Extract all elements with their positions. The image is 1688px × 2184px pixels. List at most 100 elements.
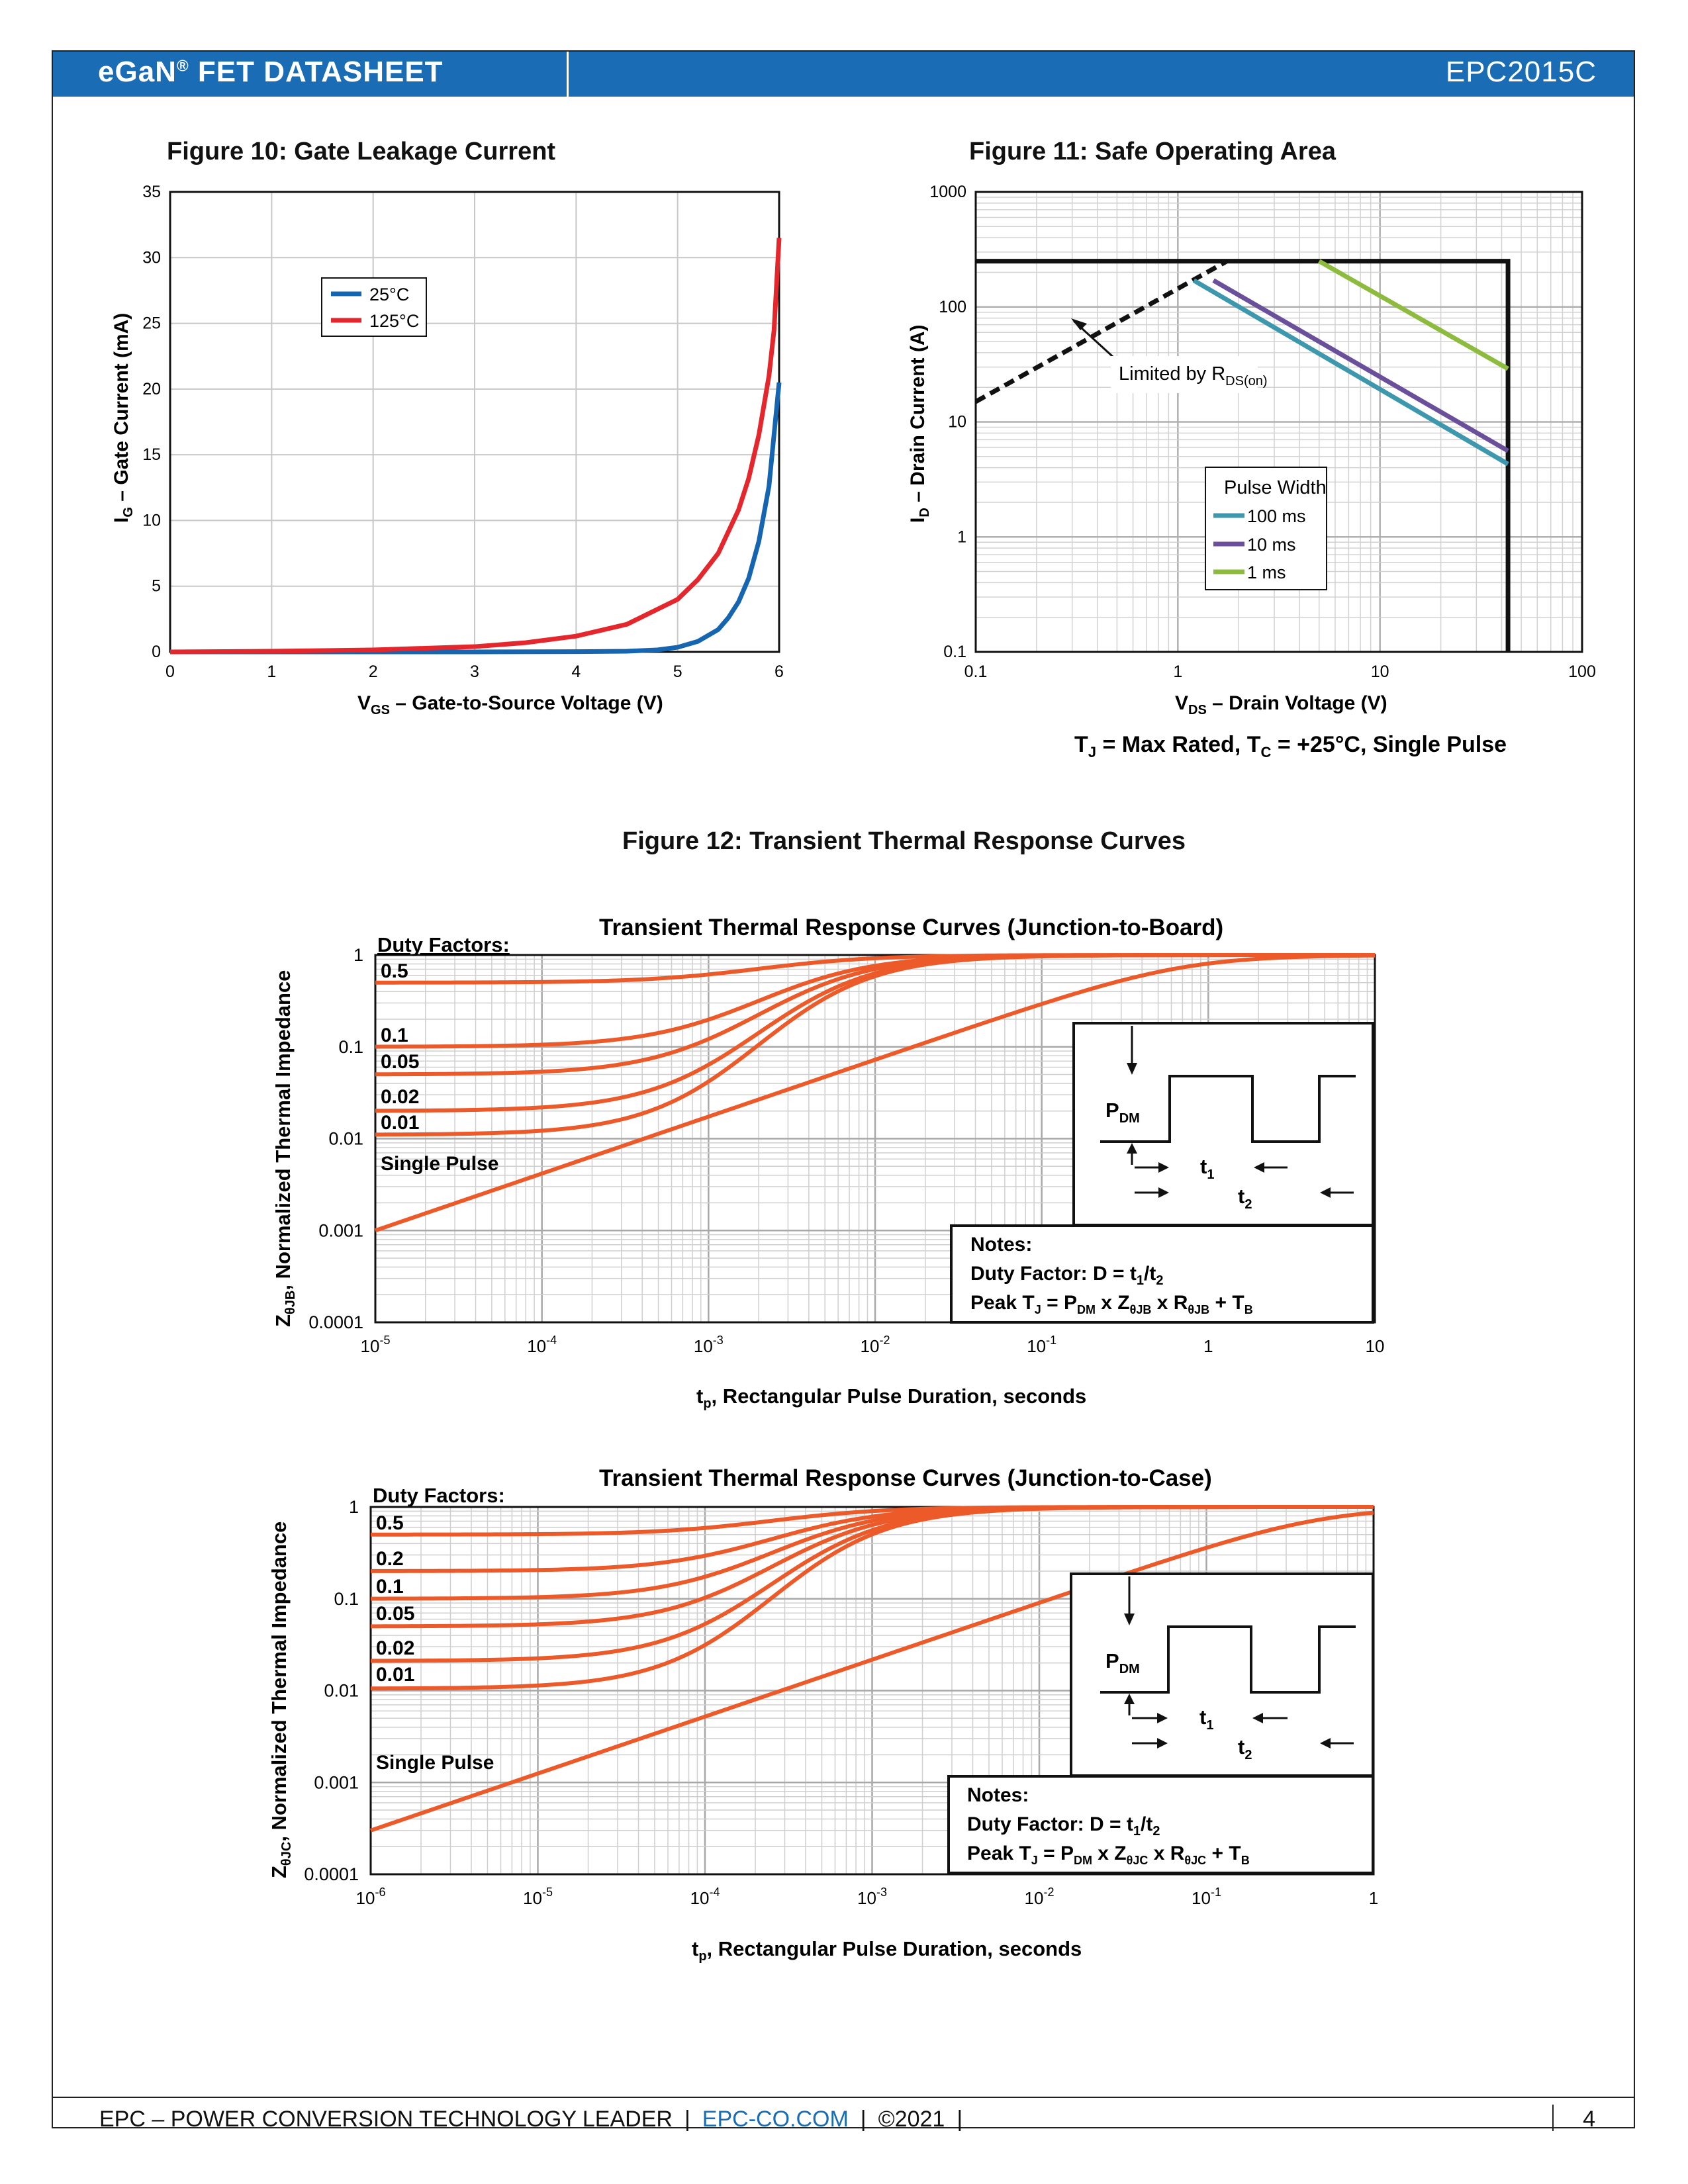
header-bar	[53, 52, 1634, 97]
x-tick-label: 10-5	[361, 1334, 391, 1356]
footer: EPC – POWER CONVERSION TECHNOLOGY LEADER…	[99, 2107, 974, 2132]
legend-label-25c: 25°C	[369, 285, 409, 304]
x-tick-label: 10-1	[1192, 1886, 1221, 1908]
thermal-curve-0-01	[370, 1505, 1374, 1691]
x-tick-label: 1	[1203, 1336, 1213, 1356]
y-tick-label: 10	[142, 511, 161, 529]
x-tick-label: 1	[267, 662, 276, 681]
y-tick-label: 0.1	[338, 1037, 363, 1057]
x-tick-label: 0	[165, 662, 175, 681]
curve-label: Single Pulse	[376, 1752, 494, 1774]
thermal-curve-single-pulse	[370, 1510, 1374, 1833]
legend-title: Pulse Width	[1224, 477, 1327, 498]
x-tick-label: 3	[470, 662, 479, 681]
rdson-annotation: Limited by RDS(on)	[1119, 363, 1268, 388]
x-tick-label: 10-4	[690, 1886, 720, 1908]
x-tick-label: 10	[1366, 1336, 1385, 1356]
curve-label: 0.1	[376, 1576, 404, 1598]
pdm-label: PDM	[1105, 1649, 1140, 1676]
chart-title: Transient Thermal Response Curves (Junct…	[599, 915, 1223, 940]
curve-label: 0.05	[376, 1603, 414, 1625]
footer-copyright: ©2021	[878, 2107, 945, 2132]
header-divider	[567, 52, 569, 97]
legend-label-100ms: 100 ms	[1247, 506, 1306, 526]
figure11-title: Figure 11: Safe Operating Area	[969, 138, 1336, 165]
notes-duty-factor: Duty Factor: D = t1/t2	[967, 1813, 1160, 1839]
legend-box	[1205, 467, 1327, 590]
x-axis-label: tp, Rectangular Pulse Duration, seconds	[692, 1937, 1082, 1964]
page-number-divider	[1552, 2105, 1554, 2131]
series-line-125c	[169, 238, 782, 655]
x-tick-label: 10-4	[527, 1334, 557, 1356]
thermal-curve-0-01	[375, 953, 1376, 1137]
y-tick-label: 30	[142, 248, 161, 267]
curve-label: 0.2	[376, 1548, 404, 1570]
curve-label: 0.5	[381, 960, 408, 982]
x-axis-label: VGS – Gate-to-Source Voltage (V)	[357, 692, 663, 717]
x-axis-label: VDS – Drain Voltage (V)	[1175, 692, 1387, 717]
y-tick-label: 25	[142, 314, 161, 333]
notes-duty-factor: Duty Factor: D = t1/t2	[970, 1263, 1163, 1288]
y-tick-label: 5	[152, 577, 161, 596]
y-tick-label: 1	[957, 527, 966, 546]
y-tick-label: 0.1	[943, 643, 966, 661]
x-tick-label: 2	[369, 662, 378, 681]
y-axis-label: ZθJB, Normalized Thermal Impedance	[271, 970, 298, 1327]
curve-label: 0.02	[376, 1637, 414, 1659]
series-line-100ms	[1192, 278, 1509, 467]
y-axis-label: ZθJC, Normalized Thermal Impedance	[267, 1522, 294, 1878]
notes-title: Notes:	[967, 1784, 1029, 1806]
notes-title: Notes:	[970, 1234, 1032, 1255]
x-tick-label: 10-3	[857, 1886, 887, 1908]
curve-label: 0.5	[376, 1512, 404, 1534]
y-tick-label: 10	[948, 413, 966, 432]
pulse-diagram	[1072, 1022, 1374, 1226]
y-tick-label: 35	[142, 183, 161, 201]
page-frame	[52, 50, 1635, 2128]
chart-title: Transient Thermal Response Curves (Junct…	[599, 1465, 1212, 1491]
legend-label-10ms: 10 ms	[1247, 535, 1296, 555]
pdm-label: PDM	[1105, 1099, 1140, 1126]
notes-box	[947, 1775, 1374, 1874]
t1-label: t1	[1199, 1706, 1213, 1733]
thermal-curve-single-pulse	[375, 953, 1376, 1233]
footer-website-link[interactable]: EPC-CO.COM	[702, 2107, 849, 2132]
x-tick-label: 10-6	[356, 1886, 386, 1908]
curve-label: Single Pulse	[381, 1153, 498, 1175]
curve-label: 0.02	[381, 1086, 419, 1108]
y-tick-label: 20	[142, 380, 161, 398]
notes-peak-tj: Peak TJ = PDM x ZθJC x RθJC + TB	[967, 1843, 1250, 1867]
chart-frame	[374, 954, 1376, 1324]
y-axis-label: ID – Drain Current (A)	[907, 325, 932, 523]
x-tick-label: 100	[1568, 662, 1596, 681]
footer-separator: |	[860, 2107, 867, 2132]
x-tick-label: 1	[1369, 1888, 1378, 1908]
part-number: EPC2015C	[1445, 56, 1597, 88]
legend-box	[321, 277, 427, 337]
figure10-title: Figure 10: Gate Leakage Current	[167, 138, 556, 165]
y-tick-label: 0.01	[324, 1681, 359, 1701]
y-tick-label: 0.001	[318, 1220, 363, 1240]
t2-label: t2	[1238, 1735, 1252, 1762]
x-tick-label: 0.1	[964, 662, 988, 681]
x-tick-label: 6	[774, 662, 784, 681]
document-title: eGaN® FET DATASHEET	[98, 56, 444, 88]
y-tick-label: 0.001	[314, 1772, 359, 1792]
curve-label: 0.01	[376, 1664, 414, 1686]
y-tick-label: 1	[353, 945, 363, 965]
y-tick-label: 1	[349, 1497, 359, 1517]
rdson-limit-line	[974, 259, 1229, 404]
page-number: 4	[1583, 2107, 1595, 2132]
x-tick-label: 5	[673, 662, 682, 681]
t2-label: t2	[1238, 1185, 1252, 1212]
series-line-1ms	[1318, 259, 1509, 371]
curve-label: 0.1	[381, 1024, 408, 1046]
notes-peak-tj: Peak TJ = PDM x ZθJB x RθJB + TB	[970, 1292, 1253, 1316]
legend-label-125c: 125°C	[369, 311, 419, 331]
x-tick-label: 10-2	[1025, 1886, 1055, 1908]
footer-rule	[53, 2097, 1634, 2098]
y-tick-label: 0.0001	[304, 1864, 359, 1884]
